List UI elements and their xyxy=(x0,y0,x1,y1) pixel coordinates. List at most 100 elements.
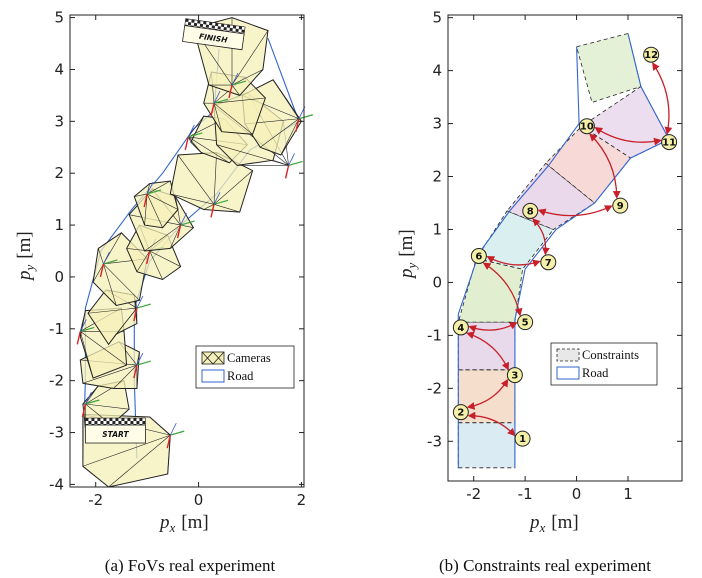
legend-cameras-swatch xyxy=(201,351,225,365)
camera-axis-green xyxy=(180,220,195,226)
waypoint-circle xyxy=(506,367,523,384)
panel-b-legend: Constraints Road xyxy=(550,342,658,386)
fov-ray xyxy=(231,69,263,86)
camera-axis-green xyxy=(213,98,229,104)
camera-axis-blue xyxy=(213,90,221,104)
fov-ray xyxy=(144,193,148,226)
waypoint-marker: 1 xyxy=(514,430,531,447)
fov-ray xyxy=(79,331,94,379)
fov-ray xyxy=(188,115,204,138)
constraint-arrow xyxy=(466,378,509,410)
constraint-arrow xyxy=(594,127,662,146)
camera-axis-green xyxy=(85,399,100,405)
waypoint-label: 11 xyxy=(662,138,676,149)
a-ytick-label: 5 xyxy=(54,9,64,27)
camera-axis-red xyxy=(146,250,151,265)
waypoint-label: 5 xyxy=(522,318,529,329)
fov-ray xyxy=(272,79,300,119)
panel-a-ylabel-var: p xyxy=(14,271,35,283)
camera-axis-red xyxy=(210,103,215,117)
fov-ray xyxy=(167,435,171,475)
camera-axis-red xyxy=(133,307,138,322)
fov-ray xyxy=(136,250,150,272)
waypoint-label: 10 xyxy=(580,122,594,133)
fov-ray xyxy=(85,403,130,410)
road-left-edge-b xyxy=(457,46,580,468)
waypoint-marker: 9 xyxy=(612,197,629,214)
fov-ray xyxy=(147,193,179,210)
camera-axis-red xyxy=(176,224,182,239)
fov-ray xyxy=(108,307,138,345)
legend-road-label-b: Road xyxy=(582,366,609,380)
panel-b-ylabel-unit: [m] xyxy=(396,229,417,256)
waypoint-marker: 6 xyxy=(470,247,487,264)
constraint-arrow xyxy=(537,205,613,217)
b-ytick-label: 2 xyxy=(432,168,442,186)
camera-axis-red xyxy=(81,403,87,418)
panel-a-xlabel: px [m] xyxy=(158,512,209,535)
b-ytick-label: 1 xyxy=(432,220,442,238)
camera-axis-blue xyxy=(169,422,177,436)
fov-ray xyxy=(82,364,137,384)
fov-ray xyxy=(213,170,253,205)
camera-axis-green xyxy=(188,132,203,138)
fov-ray xyxy=(213,152,217,205)
fov-ray xyxy=(180,224,194,228)
camera-axis-red xyxy=(76,331,81,345)
fov-ray xyxy=(231,30,269,86)
waypoint-circle xyxy=(470,247,487,264)
constraint-arrow xyxy=(532,218,550,256)
fov-ray xyxy=(103,263,117,306)
waypoint-circle xyxy=(578,118,595,135)
a-ytick-label: -2 xyxy=(49,372,64,390)
b-ytick-label: 3 xyxy=(432,115,442,133)
camera-axis-green xyxy=(136,360,152,366)
fov-ray xyxy=(213,102,253,135)
camera-axis-green xyxy=(288,160,303,166)
a-ytick-label: -3 xyxy=(49,424,64,442)
fov-ray xyxy=(113,364,138,389)
fov-ray xyxy=(149,416,171,436)
panel-a-content: START FINISH xyxy=(76,17,314,488)
b-xtick-label: -1 xyxy=(518,485,533,503)
constraint-arrow xyxy=(468,322,518,333)
panel-b-axes-frame xyxy=(447,14,683,482)
camera-axis-blue xyxy=(136,295,144,309)
fov-ray xyxy=(260,118,300,148)
panel-b-xlabel-var: p xyxy=(528,512,540,533)
fov-ray xyxy=(92,263,104,283)
b-xtick-label: 0 xyxy=(572,485,582,503)
a-ytick-label: 4 xyxy=(54,60,64,78)
panel-b-caption: (b) Constraints real experiment xyxy=(439,556,651,575)
panel-a-axes-frame xyxy=(69,14,305,488)
b-xtick-label: 1 xyxy=(623,485,633,503)
camera-axis-green xyxy=(298,114,314,120)
fov-ray xyxy=(82,434,171,467)
panel-b-xlabel-unit: [m] xyxy=(551,512,578,533)
start-sign-checker xyxy=(85,417,146,426)
fov-ray xyxy=(134,193,148,197)
fov-ray xyxy=(146,180,171,195)
panel-b-xlabel: px [m] xyxy=(528,512,579,535)
camera-axis-red xyxy=(143,193,148,208)
camera-fov xyxy=(169,151,254,218)
a-ytick-label: -4 xyxy=(49,475,64,493)
waypoint-marker: 5 xyxy=(517,314,534,331)
fov-ray xyxy=(149,250,181,267)
waypoint-label: 9 xyxy=(617,201,624,212)
camera-axis-green xyxy=(136,303,152,309)
fov-ray xyxy=(213,103,223,132)
b-ytick-label: -3 xyxy=(427,432,442,450)
camera-axis-blue xyxy=(146,181,154,195)
waypoint-circle xyxy=(540,254,557,271)
start-sign-board xyxy=(85,424,146,444)
panel-a-xlabel-sub: x xyxy=(169,520,176,535)
camera-axis-green xyxy=(80,326,95,332)
fov-ray xyxy=(108,434,171,488)
camera-axis-green xyxy=(231,80,247,86)
fov-ray xyxy=(149,250,163,280)
